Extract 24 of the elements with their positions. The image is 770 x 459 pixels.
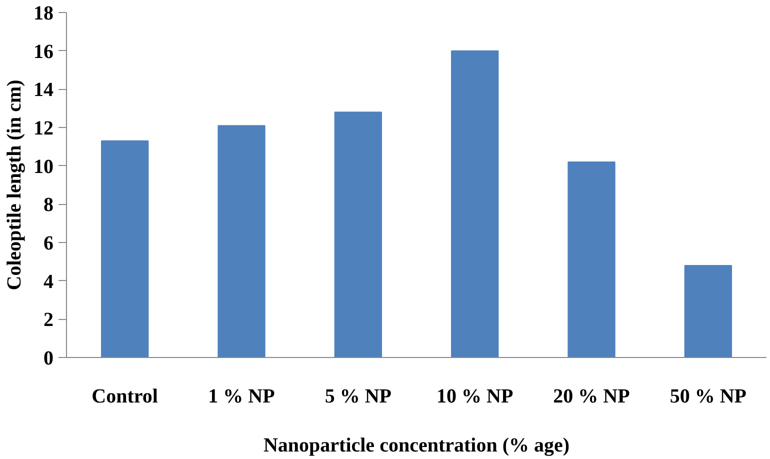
y-axis-title: Coleoptile length (in cm) bbox=[4, 80, 26, 290]
x-tick-label: 5 % NP bbox=[324, 386, 392, 408]
y-tick-label: 16 bbox=[34, 40, 54, 63]
y-tick-label: 18 bbox=[34, 2, 54, 24]
x-tick-label: 50 % NP bbox=[670, 386, 747, 408]
y-tick-label: 4 bbox=[44, 270, 54, 293]
bar bbox=[218, 125, 266, 358]
bar bbox=[101, 140, 149, 358]
x-tick-label: 10 % NP bbox=[436, 386, 514, 408]
bar bbox=[568, 162, 616, 358]
x-tick-label: 1 % NP bbox=[208, 386, 275, 408]
y-tick-label: 2 bbox=[44, 309, 54, 332]
y-tick-label: 6 bbox=[44, 232, 54, 254]
bar bbox=[334, 112, 382, 358]
x-tick-label: 20 % NP bbox=[553, 386, 630, 408]
y-tick-label: 10 bbox=[34, 156, 54, 178]
y-tick-label: 0 bbox=[44, 348, 54, 370]
bar bbox=[684, 265, 732, 358]
x-tick-label: Control bbox=[92, 386, 158, 408]
x-axis-title: Nanoparticle concentration (% age) bbox=[263, 434, 570, 456]
y-tick-label: 14 bbox=[34, 79, 54, 102]
y-tick-label: 8 bbox=[44, 194, 54, 216]
bar bbox=[451, 50, 499, 358]
y-tick-label: 12 bbox=[34, 118, 54, 140]
